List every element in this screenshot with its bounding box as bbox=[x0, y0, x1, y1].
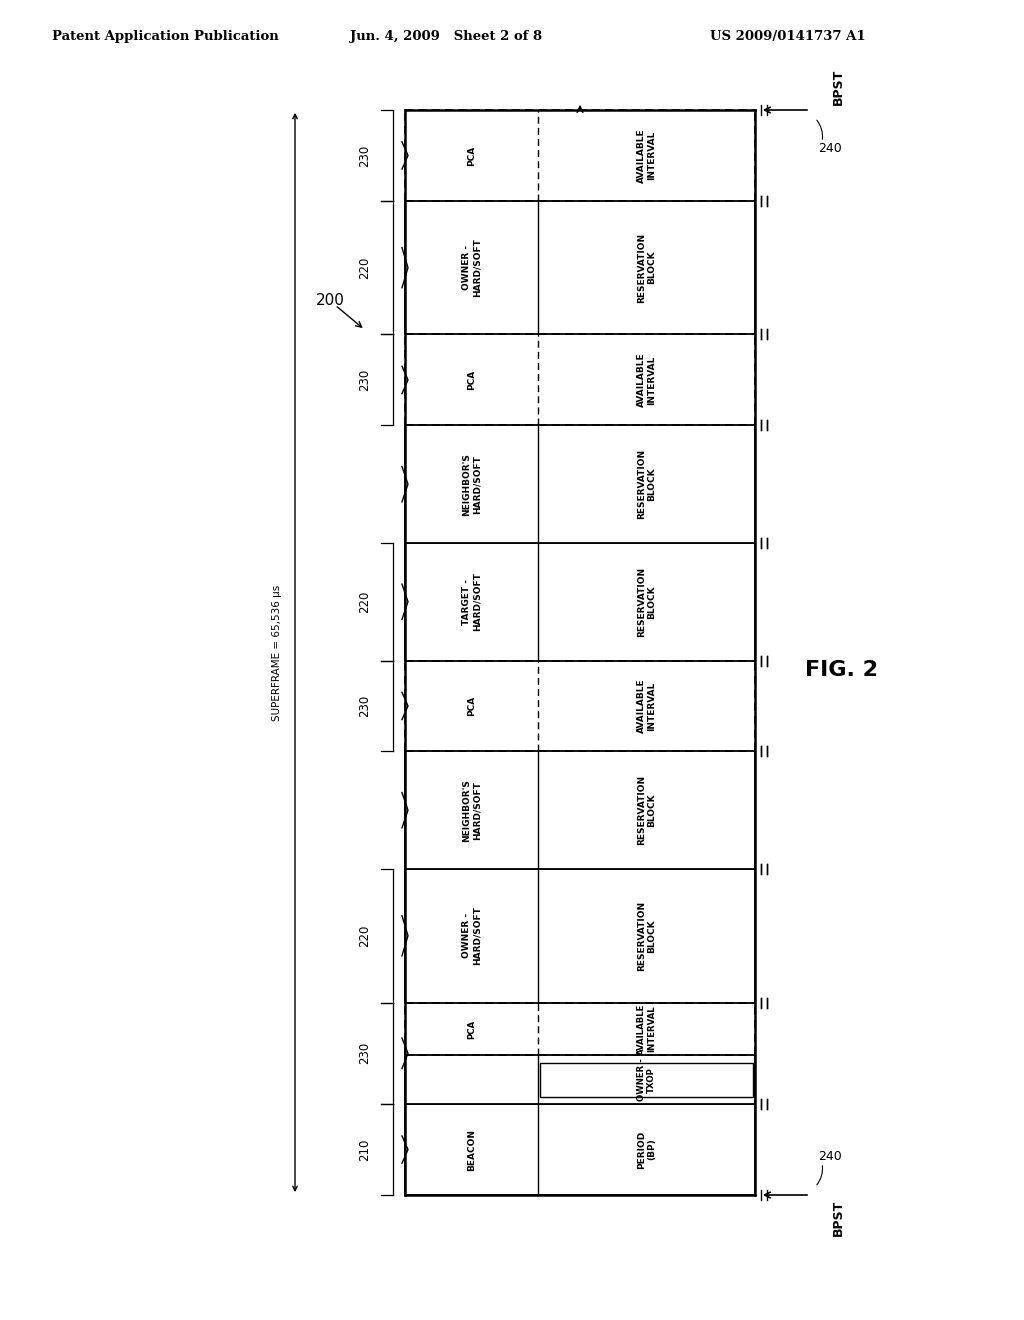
Text: FIG. 2: FIG. 2 bbox=[805, 660, 878, 680]
Text: PERIOD
(BP): PERIOD (BP) bbox=[637, 1130, 656, 1168]
Text: SUPERFRAME = 65,536 μs: SUPERFRAME = 65,536 μs bbox=[272, 585, 282, 721]
Bar bbox=[406, 1104, 755, 1195]
Text: PCA: PCA bbox=[467, 145, 476, 165]
Text: TARGET -
HARD/SOFT: TARGET - HARD/SOFT bbox=[462, 573, 481, 631]
Text: 230: 230 bbox=[358, 144, 372, 166]
Bar bbox=[406, 1056, 755, 1104]
Text: BEACON: BEACON bbox=[467, 1129, 476, 1171]
Text: AVAILABLE
INTERVAL: AVAILABLE INTERVAL bbox=[637, 128, 656, 182]
Text: BPST: BPST bbox=[831, 69, 845, 106]
Text: Patent Application Publication: Patent Application Publication bbox=[52, 30, 279, 44]
Text: 240: 240 bbox=[818, 1151, 842, 1163]
Text: BPST: BPST bbox=[831, 1200, 845, 1237]
Text: 240: 240 bbox=[818, 141, 842, 154]
Bar bbox=[406, 869, 755, 1003]
Text: 230: 230 bbox=[358, 694, 372, 717]
Text: PCA: PCA bbox=[467, 696, 476, 715]
Text: OWNER -
HARD/SOFT: OWNER - HARD/SOFT bbox=[462, 238, 481, 297]
Bar bbox=[406, 425, 755, 543]
Text: 220: 220 bbox=[358, 256, 372, 279]
Text: AVAILABLE
INTERVAL: AVAILABLE INTERVAL bbox=[637, 1003, 656, 1055]
Text: RESERVATION
BLOCK: RESERVATION BLOCK bbox=[637, 566, 656, 636]
Text: 220: 220 bbox=[358, 590, 372, 612]
Text: OWNER -
TXOP: OWNER - TXOP bbox=[637, 1059, 656, 1101]
Text: 220: 220 bbox=[358, 924, 372, 946]
Text: PCA: PCA bbox=[467, 370, 476, 389]
Bar bbox=[540, 1063, 753, 1097]
Text: RESERVATION
BLOCK: RESERVATION BLOCK bbox=[637, 775, 656, 845]
Bar bbox=[406, 751, 755, 869]
Text: 210: 210 bbox=[358, 1138, 372, 1160]
Bar bbox=[406, 201, 755, 334]
Text: AVAILABLE
INTERVAL: AVAILABLE INTERVAL bbox=[637, 678, 656, 734]
Text: 230: 230 bbox=[358, 1043, 372, 1064]
Text: RESERVATION
BLOCK: RESERVATION BLOCK bbox=[637, 900, 656, 970]
Text: 200: 200 bbox=[315, 293, 344, 308]
Text: RESERVATION
BLOCK: RESERVATION BLOCK bbox=[637, 449, 656, 519]
Text: 230: 230 bbox=[358, 368, 372, 391]
Text: Jun. 4, 2009   Sheet 2 of 8: Jun. 4, 2009 Sheet 2 of 8 bbox=[350, 30, 542, 44]
Text: AVAILABLE
INTERVAL: AVAILABLE INTERVAL bbox=[637, 352, 656, 408]
Text: NEIGHBOR'S
HARD/SOFT: NEIGHBOR'S HARD/SOFT bbox=[462, 453, 481, 516]
Text: RESERVATION
BLOCK: RESERVATION BLOCK bbox=[637, 232, 656, 302]
Text: NEIGHBOR'S
HARD/SOFT: NEIGHBOR'S HARD/SOFT bbox=[462, 779, 481, 842]
Text: PCA: PCA bbox=[467, 1019, 476, 1039]
Bar bbox=[406, 543, 755, 660]
Text: OWNER -
HARD/SOFT: OWNER - HARD/SOFT bbox=[462, 907, 481, 965]
Text: US 2009/0141737 A1: US 2009/0141737 A1 bbox=[710, 30, 865, 44]
